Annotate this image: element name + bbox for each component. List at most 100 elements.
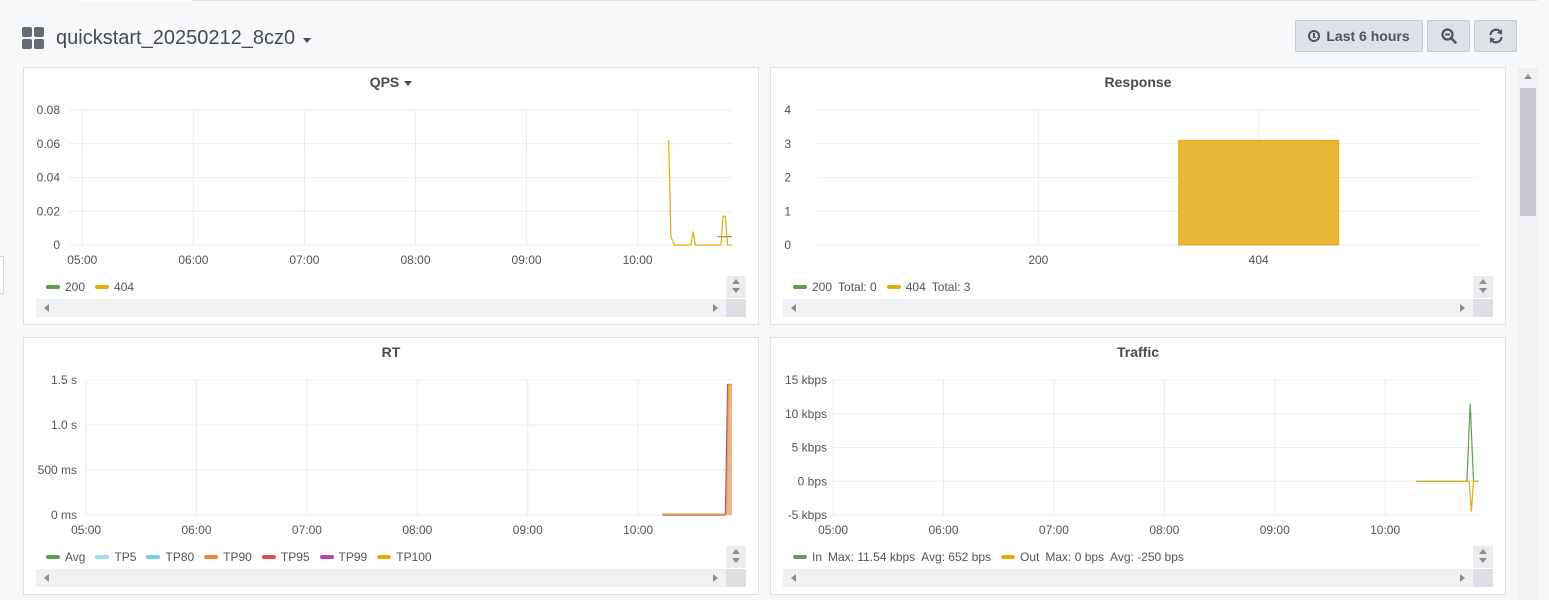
panel-title: RT [24,344,758,360]
legend-swatch [793,555,807,559]
y-tick-label: 10 kbps [785,407,827,421]
arrow-up-icon[interactable] [1524,74,1532,79]
grid-icon[interactable] [22,27,44,49]
legend-vertical-scrollbar[interactable] [726,276,746,298]
arrow-down-icon[interactable] [1479,288,1487,293]
arrow-down-icon[interactable] [1479,558,1487,563]
legend-item[interactable]: Avg [46,550,85,564]
x-tick-label: 07:00 [1039,523,1069,537]
legend-item[interactable]: 404 Total: 3 [886,280,971,294]
legend-item[interactable]: TP100 [377,550,432,564]
qps-chart[interactable]: 0.08 0.06 0.04 0.02 0 05:00 06:00 07:00 08:00 09:… [24,68,758,324]
top-tab-gap [80,0,192,1]
legend-item[interactable]: TP95 [261,550,310,564]
arrow-left-icon[interactable] [791,304,796,312]
arrow-up-icon[interactable] [732,279,740,284]
page-scrollbar[interactable] [1518,68,1538,600]
x-tick-label: 09:00 [513,523,543,537]
x-tick-label: 06:00 [178,253,208,267]
series-area [662,384,732,515]
legend-swatch [1001,555,1016,559]
legend-item[interactable]: In Max: 11.54 kbps Avg: 652 bps [793,550,991,564]
panel-title[interactable]: QPS [24,74,758,90]
legend-label: Avg [65,550,86,564]
legend-label: 404 [905,280,926,294]
refresh-icon [1488,28,1503,44]
arrow-right-icon[interactable] [1460,304,1465,312]
x-tick-label: 10:00 [623,523,653,537]
legend-swatch [95,285,110,289]
legend-vertical-scrollbar[interactable] [726,546,746,568]
zoom-out-icon [1440,28,1457,44]
arrow-up-icon[interactable] [732,549,740,554]
legend-label: TP99 [338,550,368,564]
traffic-panel: Traffic 15 kbps 10 kbps 5 kbps 0 bps -5 kbps… [770,337,1506,595]
x-tick-label: 09:00 [512,253,542,267]
panel-title: Response [771,74,1505,90]
dashboard-title[interactable]: quickstart_20250212_8cz0 [56,26,296,49]
y-tick-label: 2 [784,171,791,185]
chevron-down-icon[interactable] [303,37,312,43]
arrow-left-icon[interactable] [44,304,49,312]
arrow-left-icon[interactable] [44,574,49,582]
x-tick-label: 07:00 [292,523,322,537]
toolbar: Last 6 hours [1295,20,1517,52]
clock-icon [1308,30,1321,42]
series-line [1416,403,1479,482]
legend-swatch [319,555,334,559]
legend-value: Total: 3 [931,280,971,294]
arrow-right-icon[interactable] [1460,574,1465,582]
legend-swatch [46,555,60,559]
legend-item[interactable]: Out Max: 0 bps Avg: -250 bps [1001,550,1184,564]
x-tick-label: 10:00 [623,253,653,267]
arrow-down-icon[interactable] [732,288,740,293]
arrow-up-icon[interactable] [1479,279,1487,284]
legend-value: Max: 11.54 kbps Avg: 652 bps [828,550,992,564]
legend-item[interactable]: TP80 [146,550,194,564]
qps-panel: QPS 0.08 0.06 0.04 0.02 0 05:00 06:00 07:00 08:0… [23,67,759,325]
rt-legend: Avg TP5 TP80 TP90 TP95 TP99 TP100 [46,550,442,564]
time-range-button[interactable]: Last 6 hours [1295,20,1423,52]
legend-item[interactable]: 200 Total: 0 [793,280,877,294]
legend-label: 200 [65,280,86,294]
y-tick-label: 1 [784,204,791,218]
dashboard-header: quickstart_20250212_8cz0 [22,24,312,52]
arrow-down-icon[interactable] [732,558,740,563]
y-tick-label: 0 [53,238,60,252]
qps-title: QPS [369,74,400,90]
y-tick-label: 4 [784,103,791,117]
zoom-out-button[interactable] [1427,20,1470,52]
x-tick-label: 10:00 [1370,523,1400,537]
legend-horizontal-scrollbar[interactable] [36,569,726,587]
arrow-up-icon[interactable] [1479,549,1487,554]
scroll-corner [1473,299,1493,317]
legend-horizontal-scrollbar[interactable] [783,569,1473,587]
page-scrollbar-thumb[interactable] [1520,88,1536,216]
series-line [1416,480,1479,512]
legend-vertical-scrollbar[interactable] [1473,276,1493,298]
legend-label: TP5 [114,550,137,564]
legend-item[interactable]: TP5 [95,550,136,564]
legend-horizontal-scrollbar[interactable] [36,299,726,317]
chevron-down-icon[interactable] [404,80,413,86]
legend-item[interactable]: 404 [95,280,134,294]
side-drawer-handle[interactable] [0,256,4,294]
legend-vertical-scrollbar[interactable] [1473,546,1493,568]
x-tick-label: 08:00 [1149,523,1179,537]
response-chart[interactable]: 4 3 2 1 0 200 404 [771,68,1505,324]
arrow-left-icon[interactable] [791,574,796,582]
legend-item[interactable]: 200 [46,280,85,294]
series-line [668,140,732,246]
y-tick-label: 0.06 [37,137,61,151]
arrow-right-icon[interactable] [713,304,718,312]
response-legend: 200 Total: 0 404 Total: 3 [793,280,980,294]
arrow-right-icon[interactable] [713,574,718,582]
legend-horizontal-scrollbar[interactable] [783,299,1473,317]
refresh-button[interactable] [1474,20,1517,52]
legend-item[interactable]: TP90 [204,550,252,564]
legend-label: TP100 [396,550,432,564]
legend-label: 200 [812,280,833,294]
legend-item[interactable]: TP99 [319,550,368,564]
